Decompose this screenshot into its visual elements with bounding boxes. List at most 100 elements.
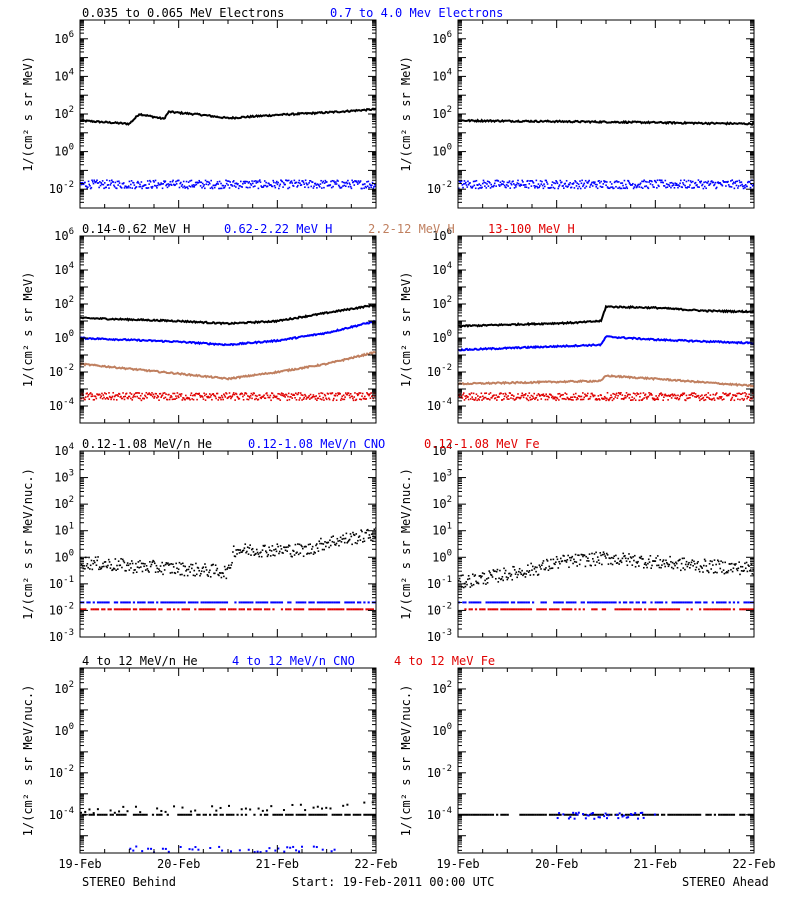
data-point — [567, 554, 569, 557]
data-point — [87, 566, 89, 569]
data-point — [326, 542, 329, 544]
data-point — [103, 561, 106, 563]
data-point — [648, 181, 650, 183]
data-point — [506, 181, 509, 184]
data-point — [638, 399, 641, 402]
data-point — [627, 608, 630, 611]
data-point — [276, 397, 279, 400]
data-point — [593, 182, 595, 185]
data-point — [558, 399, 560, 401]
data-point — [141, 570, 144, 573]
data-point — [247, 186, 249, 189]
data-point — [607, 814, 610, 817]
data-point — [477, 601, 480, 604]
data-point — [330, 536, 333, 538]
data-point — [728, 813, 731, 816]
data-point — [595, 813, 598, 816]
data-point — [221, 813, 224, 816]
data-point — [201, 182, 204, 185]
data-point — [483, 813, 486, 816]
data-point — [614, 813, 617, 816]
data-point — [749, 186, 752, 189]
data-point — [165, 393, 167, 396]
data-point — [606, 552, 608, 555]
data-point — [540, 601, 543, 604]
series-blue — [80, 179, 376, 190]
data-point — [560, 560, 563, 563]
data-point — [558, 185, 560, 188]
data-point — [745, 608, 748, 611]
data-point — [179, 601, 182, 604]
data-point — [523, 813, 526, 816]
data-point — [719, 396, 722, 398]
data-point — [584, 565, 587, 568]
data-point — [86, 392, 88, 394]
data-point — [325, 601, 328, 604]
data-point — [337, 608, 341, 611]
data-point — [82, 567, 85, 570]
data-point — [696, 186, 699, 188]
data-point — [722, 180, 724, 182]
data-point — [565, 179, 568, 182]
data-point — [259, 179, 261, 181]
data-point — [275, 550, 278, 553]
data-point — [268, 182, 270, 185]
data-point — [176, 567, 178, 570]
data-point — [675, 813, 678, 816]
data-point — [177, 601, 180, 604]
data-point — [106, 397, 109, 399]
data-point — [340, 399, 342, 401]
data-point — [321, 398, 323, 401]
data-point — [500, 601, 503, 604]
data-point — [479, 575, 481, 577]
data-point — [282, 552, 284, 554]
y-axis-title: 1/(cm² s sr MeV) — [21, 272, 35, 388]
data-point — [91, 179, 93, 182]
data-point — [254, 398, 256, 401]
data-point — [576, 397, 578, 399]
data-point — [305, 182, 308, 184]
data-point — [636, 562, 639, 564]
data-point — [80, 608, 83, 611]
data-point — [95, 397, 98, 400]
data-point — [586, 392, 589, 395]
data-point — [557, 601, 560, 604]
data-point — [213, 813, 216, 816]
data-point — [103, 182, 106, 184]
data-point — [265, 181, 267, 184]
data-point — [663, 562, 666, 565]
data-point — [580, 601, 583, 604]
data-point — [530, 562, 532, 565]
data-point — [688, 813, 691, 816]
data-point — [537, 573, 540, 576]
data-point — [316, 608, 319, 611]
data-point — [214, 572, 216, 575]
data-point — [254, 553, 256, 556]
data-point — [683, 179, 686, 182]
data-point — [314, 552, 316, 554]
data-point — [88, 808, 91, 811]
data-point — [684, 813, 687, 816]
data-point — [690, 561, 693, 564]
data-point — [512, 397, 514, 400]
data-point — [277, 392, 279, 395]
data-point — [203, 392, 205, 395]
data-point — [243, 394, 246, 396]
data-point — [140, 399, 143, 402]
data-point — [231, 561, 233, 564]
data-point — [335, 608, 339, 611]
data-point — [332, 535, 335, 538]
data-point — [526, 570, 528, 572]
data-point — [356, 394, 359, 397]
data-point — [621, 394, 624, 396]
data-point — [589, 564, 592, 567]
data-point — [138, 392, 141, 394]
legend-cno-high: 4 to 12 MeV/n CNO — [232, 654, 355, 668]
data-point — [145, 608, 148, 611]
data-point — [583, 182, 586, 185]
data-point — [469, 185, 472, 188]
data-point — [258, 555, 261, 558]
data-point — [161, 187, 164, 190]
